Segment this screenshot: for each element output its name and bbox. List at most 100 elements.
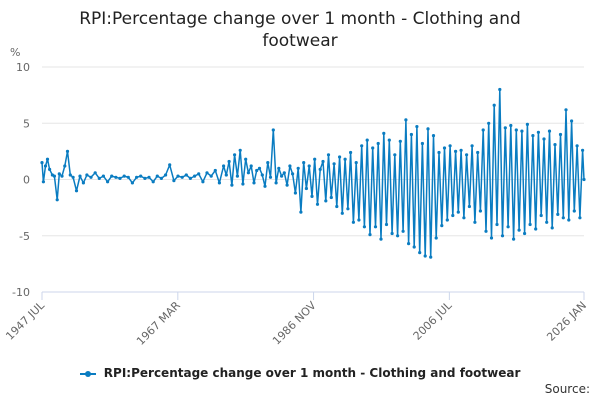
data-point[interactable] [188,176,192,180]
data-point[interactable] [288,164,292,168]
data-point[interactable] [130,181,134,185]
data-point[interactable] [257,166,262,170]
data-point[interactable] [514,128,518,132]
data-point[interactable] [285,183,289,187]
data-point[interactable] [135,175,139,179]
data-point[interactable] [224,173,228,177]
data-point[interactable] [489,236,494,240]
data-point[interactable] [390,231,394,236]
data-point[interactable] [442,146,447,150]
data-point[interactable] [470,144,474,148]
data-point[interactable] [65,149,70,153]
data-point[interactable] [360,144,364,148]
data-point[interactable] [534,227,538,231]
data-point[interactable] [60,174,64,178]
data-point[interactable] [547,129,552,133]
data-point[interactable] [440,224,444,228]
data-point[interactable] [241,182,245,186]
data-point[interactable] [373,225,378,229]
data-point[interactable] [302,161,306,165]
data-point[interactable] [570,119,574,123]
data-point[interactable] [114,175,118,179]
data-point[interactable] [249,164,253,168]
data-point[interactable] [266,161,270,165]
data-point[interactable] [407,242,411,246]
data-point[interactable] [351,220,355,224]
data-point[interactable] [467,204,471,209]
data-point[interactable] [542,137,546,141]
legend-item-label[interactable]: RPI:Percentage change over 1 month - Clo… [103,366,521,380]
data-point[interactable] [384,222,389,227]
data-point[interactable] [304,186,308,191]
data-point[interactable] [478,209,482,213]
data-point[interactable] [209,174,213,178]
data-point[interactable] [93,171,97,175]
data-point[interactable] [404,118,408,122]
data-point[interactable] [581,148,585,152]
data-point[interactable] [282,171,286,175]
data-point[interactable] [437,150,441,155]
data-point[interactable] [118,176,122,180]
data-point[interactable] [462,216,466,220]
data-point[interactable] [465,153,469,157]
data-point[interactable] [205,171,209,175]
data-point[interactable] [326,153,331,157]
data-point[interactable] [74,189,79,193]
data-point[interactable] [539,213,543,218]
data-point[interactable] [274,181,278,185]
data-point[interactable] [310,194,314,198]
data-point[interactable] [78,174,82,178]
data-point[interactable] [398,139,402,143]
data-point[interactable] [222,164,226,168]
data-point[interactable] [357,218,361,222]
data-point[interactable] [193,174,197,178]
data-point[interactable] [376,141,380,146]
data-point[interactable] [155,174,159,178]
data-point[interactable] [553,143,557,147]
data-point[interactable] [365,138,369,142]
data-point[interactable] [445,218,449,222]
data-point[interactable] [230,183,234,187]
data-point[interactable] [255,168,259,173]
data-point[interactable] [307,164,311,168]
data-point[interactable] [429,255,433,259]
data-point[interactable] [176,174,180,178]
data-point[interactable] [454,149,458,153]
data-point[interactable] [572,209,576,213]
data-point[interactable] [484,229,488,233]
data-point[interactable] [556,212,560,216]
data-point[interactable] [340,211,344,215]
data-point[interactable] [197,172,201,176]
data-point[interactable] [268,175,273,179]
data-point[interactable] [387,138,391,142]
data-point[interactable] [172,179,176,183]
data-point[interactable] [184,173,188,177]
data-point[interactable] [45,157,50,161]
data-point[interactable] [487,121,491,125]
data-point[interactable] [346,207,350,211]
data-point[interactable] [97,176,101,180]
data-point[interactable] [434,236,438,240]
data-point[interactable] [68,173,72,177]
data-point[interactable] [523,231,527,236]
data-point[interactable] [291,172,295,176]
data-point[interactable] [277,166,281,170]
data-point[interactable] [550,226,554,230]
data-point[interactable] [164,173,168,177]
data-point[interactable] [101,174,105,178]
data-point[interactable] [246,171,250,175]
data-point[interactable] [354,161,358,165]
data-point[interactable] [409,132,413,137]
data-point[interactable] [368,233,372,237]
data-point[interactable] [271,128,275,132]
data-point[interactable] [498,87,502,92]
data-point[interactable] [280,174,284,178]
data-point[interactable] [313,157,317,161]
data-point[interactable] [582,177,586,182]
data-point[interactable] [48,167,52,171]
data-point[interactable] [332,162,336,166]
data-point[interactable] [536,130,541,134]
data-point[interactable] [371,146,375,150]
data-point[interactable] [335,204,339,209]
data-point[interactable] [235,174,239,178]
